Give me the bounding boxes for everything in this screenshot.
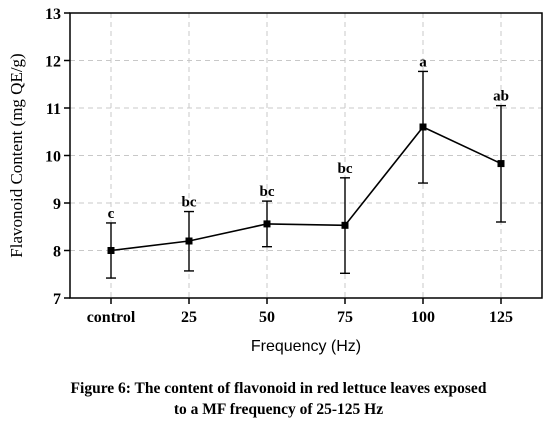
x-tick-label-3: 75	[337, 309, 353, 326]
caption-line-1: Figure 6: The content of flavonoid in re…	[70, 380, 487, 397]
y-tick-label-0: 7	[53, 291, 61, 308]
y-tick-label-6: 13	[45, 6, 61, 23]
y-tick-label-1: 8	[53, 244, 61, 261]
significance-label-4: a	[419, 54, 427, 70]
x-tick-label-4: 100	[411, 309, 435, 326]
data-series: c bc bc bc a ab	[106, 54, 509, 279]
series-line	[110, 126, 502, 252]
y-axis: 7 8 9 10 11 12 13	[45, 6, 70, 308]
flavonoid-chart: 7 8 9 10 11 12 13 control 25 50 75 100 125 c bc bc bc a…	[7, 6, 543, 355]
caption-line-2: to a MF frequency of 25-125 Hz	[173, 401, 384, 418]
data-point-0	[107, 247, 115, 254]
y-axis-title: Flavonoid Content (mg QE/g)	[7, 53, 26, 257]
y-tick-label-3: 10	[45, 149, 61, 166]
significance-label-3: bc	[338, 161, 353, 177]
significance-label-2: bc	[260, 184, 275, 200]
significance-label-0: c	[108, 206, 115, 222]
x-tick-label-2: 50	[259, 309, 275, 326]
x-axis: control 25 50 75 100 125	[87, 298, 513, 326]
figure-caption: Figure 6: The content of flavonoid in re…	[0, 378, 557, 420]
x-tick-label-0: control	[87, 309, 136, 326]
y-tick-label-2: 9	[53, 196, 61, 213]
data-point-4	[419, 123, 427, 131]
grid-lines	[70, 13, 542, 298]
significance-label-1: bc	[182, 195, 197, 211]
data-point-2	[263, 220, 271, 228]
data-point-5	[497, 160, 505, 168]
x-axis-title: Frequency (Hz)	[251, 338, 361, 355]
significance-label-5: ab	[493, 89, 509, 105]
data-point-3	[341, 221, 349, 229]
y-tick-label-5: 12	[45, 54, 61, 71]
data-point-1	[185, 237, 193, 245]
x-tick-label-1: 25	[181, 309, 197, 326]
y-tick-label-4: 11	[46, 101, 61, 118]
x-tick-label-5: 125	[489, 309, 513, 326]
